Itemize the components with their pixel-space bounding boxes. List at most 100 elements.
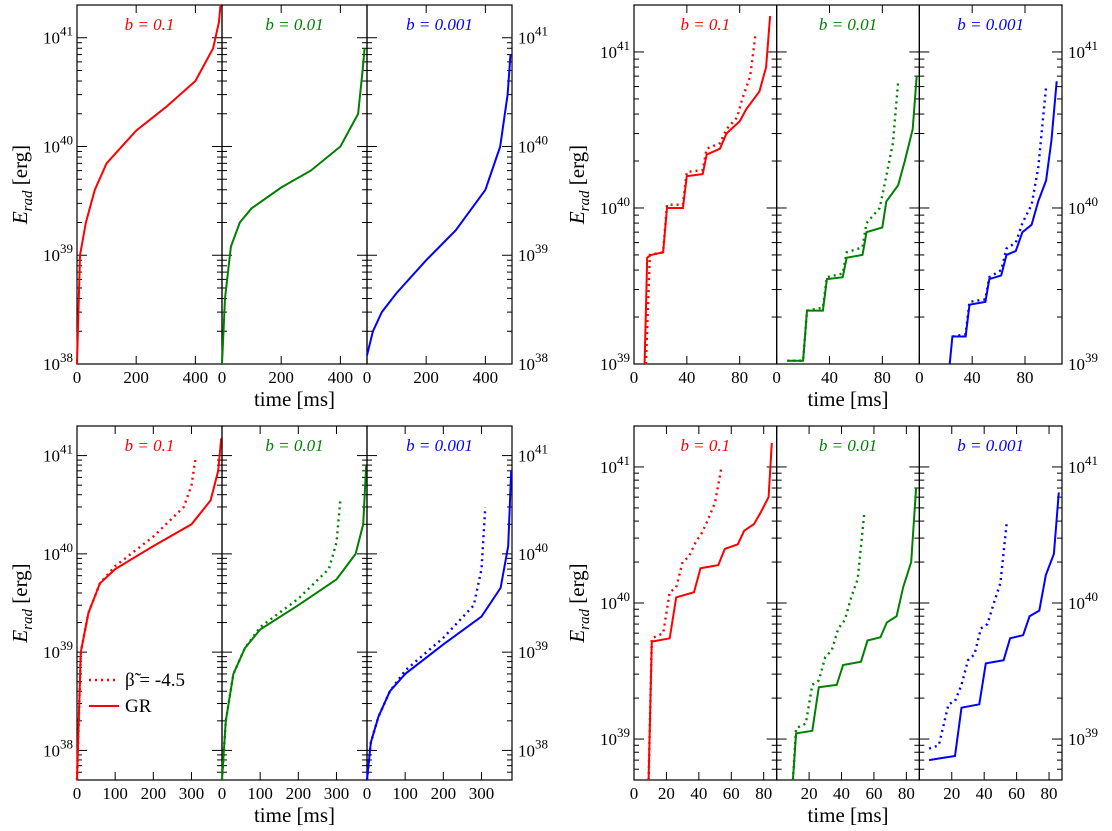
y-tick-label-right: 1040 <box>1068 589 1098 613</box>
x-tick-label: 0 <box>73 784 82 803</box>
subplot-frame <box>76 425 223 781</box>
series-solid-2 <box>221 465 368 781</box>
x-tick-label: 400 <box>183 368 209 387</box>
x-tick-label: 20 <box>943 784 960 803</box>
chart-panel-2: 0 40 80 b = 0.1 0 40 80 b = 0.01 0 40 80 b = 0.001 1… <box>565 4 1098 411</box>
x-tick-label: 100 <box>392 784 418 803</box>
y-tick-label: 1040 <box>600 194 630 218</box>
x-tick-label: 0 <box>363 368 372 387</box>
y-tick-label: 1041 <box>43 442 73 466</box>
x-tick-label: 200 <box>286 784 312 803</box>
panel-label: b = 0.01 <box>819 436 877 455</box>
subplot-2-3: 0 40 80 b = 0.001 <box>915 4 1063 387</box>
subplot-frame <box>221 425 368 781</box>
series-solid-2 <box>791 487 918 781</box>
panel-label: b = 0.01 <box>265 436 323 455</box>
panel-label: b = 0.01 <box>819 15 877 34</box>
series-solid-3 <box>366 470 513 781</box>
x-tick-label: 0 <box>363 784 372 803</box>
y-tick-label-right: 1039 <box>518 638 548 662</box>
chart-panel-3: 0 100 200 300 b = 0.1 0 100 200 300 b = 0.01 0 100 2… <box>8 425 548 827</box>
series-solid-2 <box>221 48 366 365</box>
y-tick-label: 1041 <box>43 24 73 48</box>
x-tick-label: 100 <box>102 784 128 803</box>
x-tick-label: 80 <box>1041 784 1058 803</box>
y-axis-label: Erad [erg] <box>565 563 593 643</box>
panel-label: b = 0.001 <box>406 436 473 455</box>
x-tick-label: 200 <box>123 368 149 387</box>
subplot-frame <box>366 425 513 781</box>
y-tick-label-right: 1041 <box>1068 38 1098 62</box>
panel-label: b = 0.001 <box>957 15 1024 34</box>
y-axis-label: Erad [erg] <box>8 145 36 225</box>
subplot-1-2: 0 200 400 b = 0.01 <box>218 4 368 387</box>
subplot-4-2: 20 40 60 80 b = 0.01 <box>776 425 920 803</box>
y-tick-label: 1038 <box>43 350 73 374</box>
x-axis-label: time [ms] <box>807 803 888 827</box>
x-tick-label: 200 <box>268 368 294 387</box>
x-tick-label: 60 <box>723 784 740 803</box>
subplot-3-2: 0 100 200 300 b = 0.01 <box>218 425 368 803</box>
x-tick-label: 400 <box>328 368 354 387</box>
y-tick-label: 1039 <box>600 725 630 749</box>
series-solid-1 <box>76 4 222 365</box>
x-tick-label: 40 <box>690 784 707 803</box>
subplot-frame <box>918 4 1063 365</box>
panel-label: b = 0.1 <box>125 15 175 34</box>
x-tick-label: 40 <box>976 784 993 803</box>
y-tick-label: 1038 <box>43 736 73 760</box>
x-tick-label: 40 <box>678 368 695 387</box>
chart-panel-1: 0 200 400 b = 0.1 0 200 400 b = 0.01 0 200 400 b = … <box>8 4 548 411</box>
y-tick-label: 1041 <box>600 453 630 477</box>
series-dotted-1 <box>75 459 197 781</box>
x-tick-label: 0 <box>73 368 82 387</box>
x-tick-label: 100 <box>247 784 273 803</box>
legend: β̃ = -4.5 GR <box>89 670 185 717</box>
x-tick-label: 0 <box>630 784 639 803</box>
y-tick-label: 1039 <box>43 241 73 265</box>
subplot-frame <box>366 4 513 365</box>
x-tick-label: 200 <box>413 368 439 387</box>
x-tick-label: 40 <box>821 368 838 387</box>
y-tick-label-right: 1039 <box>1068 350 1098 374</box>
series-solid-3 <box>948 81 1058 365</box>
subplot-4-1: 0 20 40 60 80 b = 0.1 <box>630 425 778 803</box>
y-axis-label: Erad [erg] <box>565 145 593 225</box>
x-tick-label: 300 <box>469 784 495 803</box>
subplot-frame <box>221 4 368 365</box>
series-dotted-2 <box>220 500 342 781</box>
legend-label: β̃ = -4.5 <box>125 670 185 691</box>
x-tick-label: 80 <box>731 368 748 387</box>
subplot-frame <box>633 4 778 365</box>
y-tick-label-right: 1038 <box>518 350 548 374</box>
x-tick-label: 60 <box>1008 784 1025 803</box>
series-dotted-2 <box>791 513 866 781</box>
subplot-frame <box>633 425 778 781</box>
y-tick-label-right: 1041 <box>1068 453 1098 477</box>
x-tick-label: 20 <box>801 784 818 803</box>
series-dotted-1 <box>644 34 757 365</box>
subplot-frame <box>76 4 223 365</box>
x-tick-label: 80 <box>874 368 891 387</box>
subplot-2-1: 0 40 80 b = 0.1 <box>630 4 778 387</box>
subplot-3-1: 0 100 200 300 b = 0.1 <box>73 425 223 803</box>
x-tick-label: 80 <box>755 784 772 803</box>
x-axis-label: time [ms] <box>807 387 888 411</box>
x-tick-label: 300 <box>324 784 350 803</box>
y-tick-label: 1040 <box>600 589 630 613</box>
y-tick-label-right: 1039 <box>518 241 548 265</box>
x-tick-label: 400 <box>473 368 499 387</box>
y-tick-label: 1040 <box>43 540 73 564</box>
y-tick-label-right: 1041 <box>518 442 548 466</box>
y-tick-label: 1039 <box>43 638 73 662</box>
x-tick-label: 200 <box>431 784 457 803</box>
x-tick-label: 60 <box>865 784 882 803</box>
series-dotted-3 <box>365 506 487 781</box>
x-tick-label: 40 <box>833 784 850 803</box>
series-solid-2 <box>787 76 918 362</box>
y-tick-label: 1040 <box>43 132 73 156</box>
subplot-1-3: 0 200 400 b = 0.001 <box>363 4 513 387</box>
x-tick-label: 80 <box>898 784 915 803</box>
y-tick-label: 1041 <box>600 38 630 62</box>
series-dotted-3 <box>952 86 1048 338</box>
